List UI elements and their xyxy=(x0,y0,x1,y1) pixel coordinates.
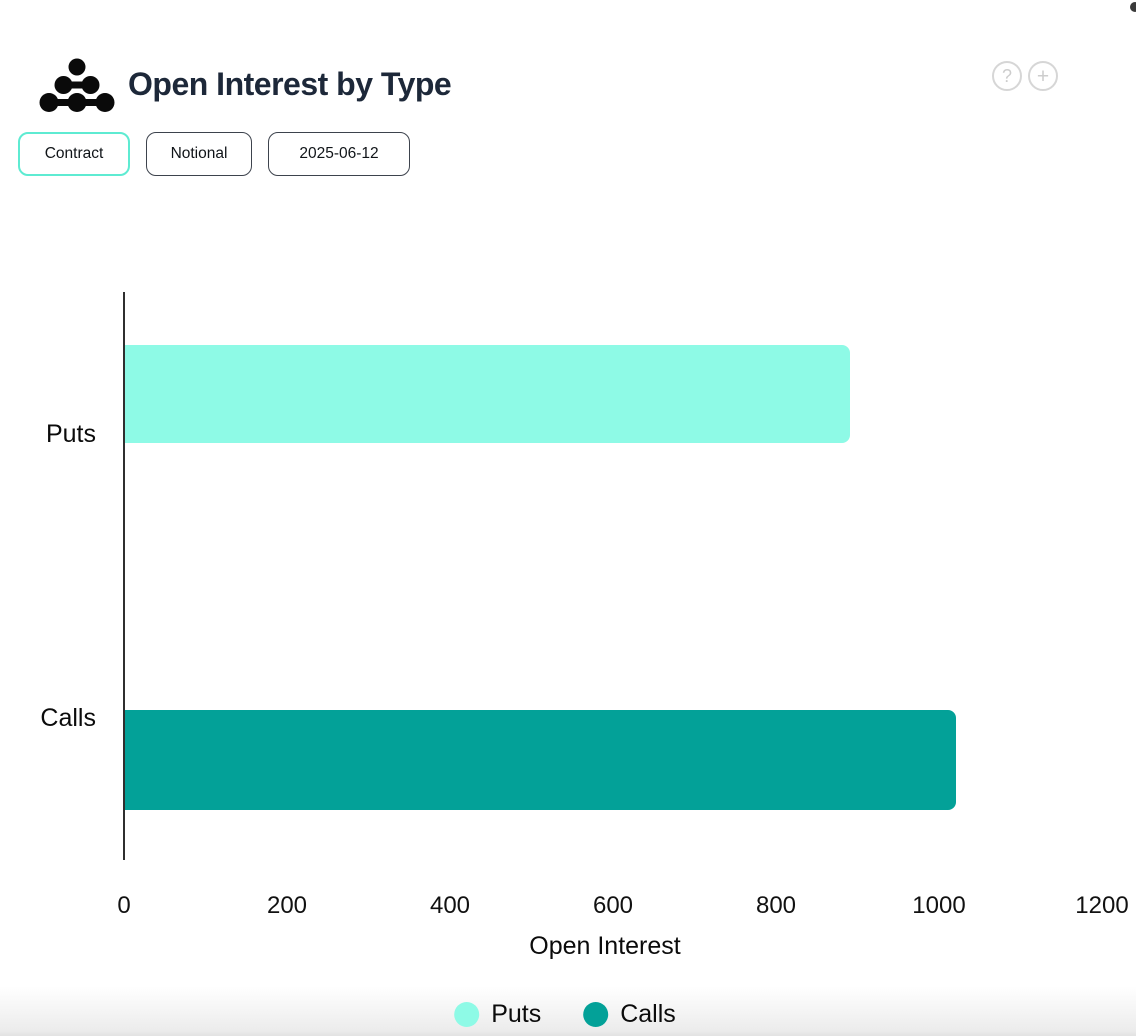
corner-artifact xyxy=(1130,2,1136,12)
contract-toggle-button[interactable]: Contract xyxy=(18,132,130,176)
legend-dot-calls xyxy=(583,1002,609,1027)
page-title: Open Interest by Type xyxy=(128,66,452,102)
chart-legend: Puts Calls xyxy=(454,1000,676,1029)
x-tick-label: 1200 xyxy=(1075,892,1129,919)
y-tick-label-puts: Puts xyxy=(45,420,96,448)
x-axis-title: Open Interest xyxy=(529,932,681,960)
x-tick-label: 800 xyxy=(755,892,797,919)
x-tick-label: 400 xyxy=(429,892,471,919)
legend-label-calls: Calls xyxy=(620,1000,676,1028)
legend-item-calls[interactable]: Calls xyxy=(583,1000,676,1029)
notional-toggle-button[interactable]: Notional xyxy=(146,132,252,176)
legend-dot-puts xyxy=(454,1002,480,1027)
help-icon[interactable]: ? xyxy=(992,61,1022,91)
x-tick-label: 0 xyxy=(117,892,131,919)
x-tick-label: 600 xyxy=(592,892,634,919)
y-axis-line xyxy=(123,292,125,860)
app-logo-icon xyxy=(39,58,115,112)
date-selector-button[interactable]: 2025-06-12 xyxy=(268,132,410,176)
bar-puts[interactable] xyxy=(125,345,851,443)
x-tick-label: 200 xyxy=(266,892,308,919)
x-tick-label: 1000 xyxy=(912,892,966,919)
y-tick-label-calls: Calls xyxy=(40,704,96,732)
bar-calls[interactable] xyxy=(125,710,957,810)
add-icon[interactable]: + xyxy=(1028,61,1058,91)
legend-item-puts[interactable]: Puts xyxy=(454,1000,541,1029)
legend-label-puts: Puts xyxy=(491,1000,542,1028)
